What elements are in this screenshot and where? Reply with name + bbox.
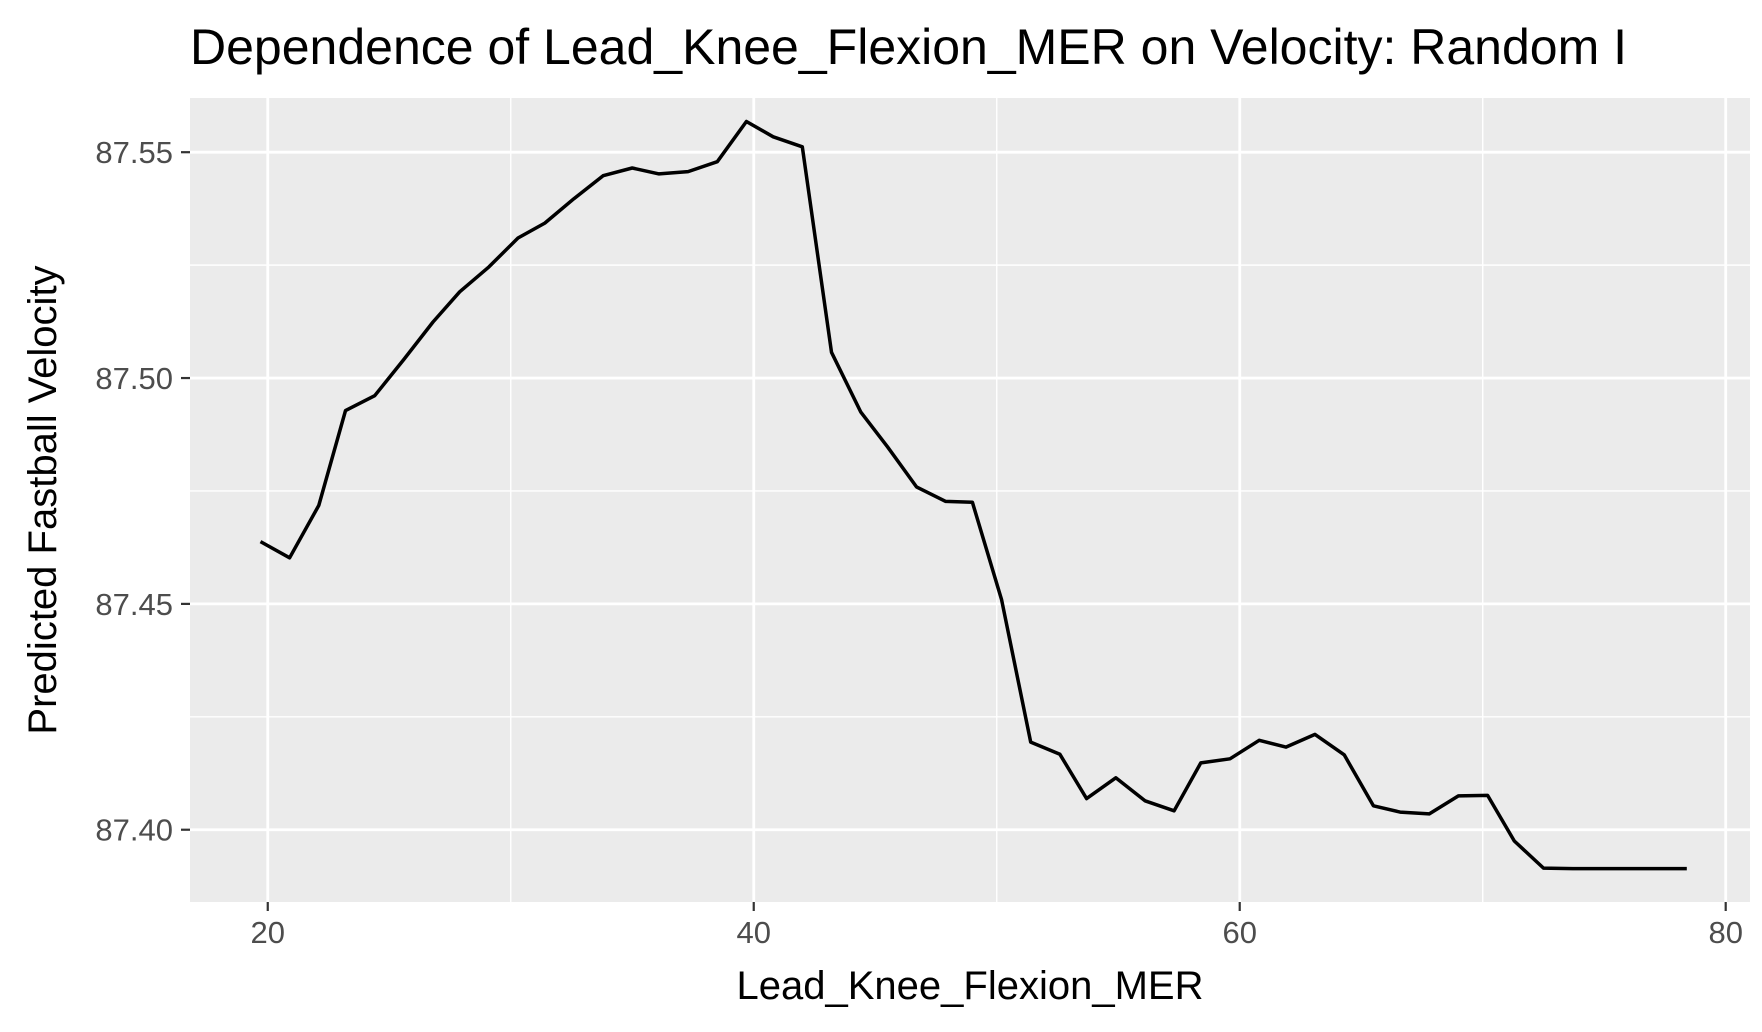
series-line (259, 119, 1687, 871)
y-tick-label: 87.50 (95, 361, 173, 396)
y-axis-title: Predicted Fastball Velocity (21, 265, 65, 734)
x-tick-label: 20 (251, 915, 285, 950)
x-tick-label: 80 (1708, 915, 1742, 950)
y-tick-label: 87.40 (95, 813, 173, 848)
plot-panel (190, 98, 1750, 902)
chart-title: Dependence of Lead_Knee_Flexion_MER on V… (190, 19, 1627, 75)
x-tick-label: 40 (736, 915, 770, 950)
y-tick-label: 87.45 (95, 587, 173, 622)
grid-major (190, 98, 1750, 902)
x-axis-title: Lead_Knee_Flexion_MER (737, 964, 1204, 1008)
x-tick-label: 60 (1222, 915, 1256, 950)
x-axis: 20 40 60 80 (251, 902, 1743, 950)
grid-minor (190, 98, 1750, 902)
y-tick-label: 87.55 (95, 135, 173, 170)
y-axis: 87.40 87.45 87.50 87.55 (95, 135, 190, 848)
